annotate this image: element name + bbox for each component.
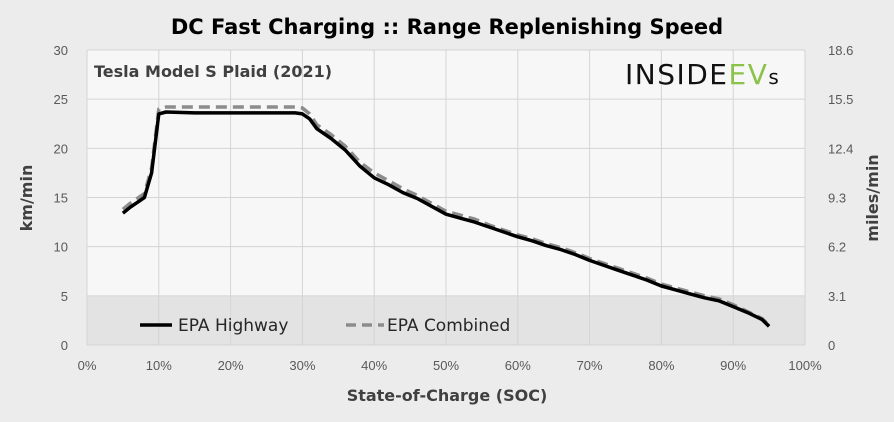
x-tick-label: 20% bbox=[218, 358, 244, 373]
x-tick-label: 70% bbox=[577, 358, 603, 373]
svg-text:INSIDEEVs: INSIDEEVs bbox=[625, 58, 780, 91]
y-tick-label-left: 20 bbox=[54, 141, 68, 156]
y-axis-left-title: km/min bbox=[17, 165, 36, 232]
logo-text-suffix: s bbox=[768, 65, 780, 89]
x-tick-label: 60% bbox=[505, 358, 531, 373]
series-layer bbox=[121, 105, 771, 328]
y-tick-label-right: 18.6 bbox=[828, 43, 853, 58]
x-axis-ticks: 0% 10% 20% 30% 40% 50% 60% 70% 80% 90% 100% bbox=[78, 358, 822, 373]
logo-text-accent: EV bbox=[729, 58, 769, 91]
y-tick-label-left: 10 bbox=[54, 240, 68, 255]
y-tick-label-left: 5 bbox=[61, 289, 68, 304]
y-tick-label-right: 3.1 bbox=[828, 289, 846, 304]
series-line-epa-highway bbox=[121, 110, 771, 328]
gridlines bbox=[86, 49, 806, 346]
x-tick-label: 80% bbox=[648, 358, 674, 373]
series-line-epa-combined bbox=[121, 105, 771, 327]
x-tick-label: 90% bbox=[720, 358, 746, 373]
chart-title: DC Fast Charging :: Range Replenishing S… bbox=[171, 15, 723, 39]
legend: EPA Highway EPA Combined bbox=[140, 316, 510, 336]
y-tick-label-left: 15 bbox=[54, 191, 68, 206]
x-tick-label: 40% bbox=[361, 358, 387, 373]
x-tick-label: 0% bbox=[78, 358, 97, 373]
x-tick-label: 50% bbox=[433, 358, 459, 373]
y-tick-label-right: 15.5 bbox=[828, 92, 853, 107]
y-tick-label-right: 9.3 bbox=[828, 191, 846, 206]
y-tick-label-left: 0 bbox=[61, 338, 68, 353]
insideevs-logo: INSIDEEVs bbox=[625, 58, 780, 91]
chart-subtitle: Tesla Model S Plaid (2021) bbox=[94, 62, 332, 81]
x-axis-title: State-of-Charge (SOC) bbox=[347, 386, 548, 405]
y-tick-label-right: 6.2 bbox=[828, 240, 846, 255]
y-tick-label-left: 25 bbox=[54, 92, 68, 107]
y-tick-label-right: 0 bbox=[828, 338, 835, 353]
legend-label-highway: EPA Highway bbox=[178, 316, 288, 336]
y-tick-label-left: 30 bbox=[54, 43, 68, 58]
x-tick-label: 30% bbox=[289, 358, 315, 373]
y-axis-left-ticks: 0 5 10 15 20 25 30 bbox=[54, 43, 68, 353]
y-axis-right-title: miles/min bbox=[863, 154, 882, 241]
y-tick-label-right: 12.4 bbox=[828, 141, 853, 156]
x-tick-label: 10% bbox=[146, 358, 172, 373]
legend-label-combined: EPA Combined bbox=[387, 316, 510, 336]
x-tick-label: 100% bbox=[788, 358, 822, 373]
logo-text-main: INSIDE bbox=[625, 58, 729, 91]
y-axis-right-ticks: 0 3.1 6.2 9.3 12.4 15.5 18.6 bbox=[828, 43, 853, 353]
